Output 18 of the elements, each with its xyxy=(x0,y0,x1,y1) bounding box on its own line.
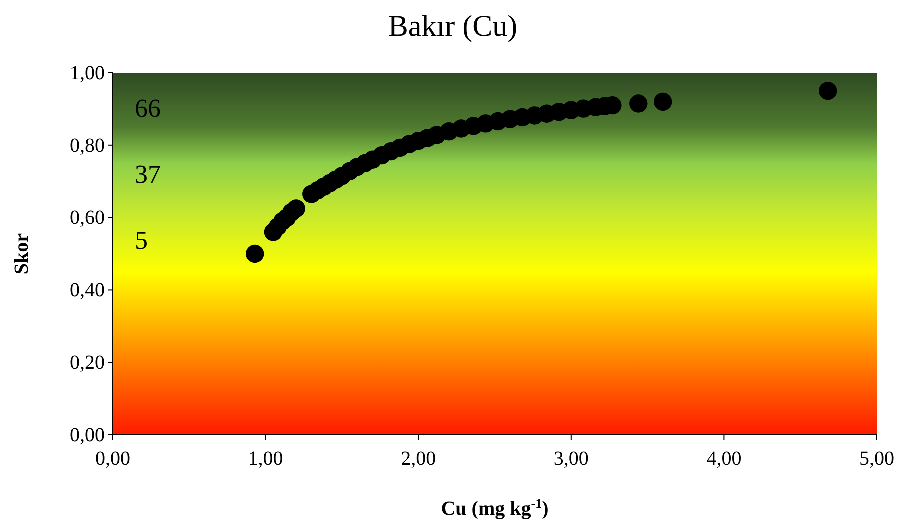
x-tick-label: 0,00 xyxy=(96,448,130,470)
x-tick-label: 1,00 xyxy=(248,448,284,470)
y-tick-label: 0,40 xyxy=(70,280,105,302)
x-axis-title: Cu (mg kg$^{-1}$) xyxy=(441,496,549,520)
x-tick-label: 4,00 xyxy=(706,448,742,470)
annotation: 66 xyxy=(135,94,161,123)
y-tick-label: 1,00 xyxy=(70,62,105,84)
y-tick-label: 0,20 xyxy=(70,352,105,374)
annotation: 37 xyxy=(135,160,161,189)
x-tick-label: 5,00 xyxy=(860,448,894,470)
annotation: 5 xyxy=(135,226,148,255)
y-tick-label: 0,00 xyxy=(70,424,105,446)
y-axis-title: Skor xyxy=(11,233,33,275)
x-tick-label: 3,00 xyxy=(554,448,589,470)
x-tick-label: 2,00 xyxy=(401,448,436,470)
y-tick-label: 0,80 xyxy=(70,134,105,157)
y-tick-label: 0,60 xyxy=(70,207,105,230)
chart-title: Bakır (Cu) xyxy=(388,10,518,43)
